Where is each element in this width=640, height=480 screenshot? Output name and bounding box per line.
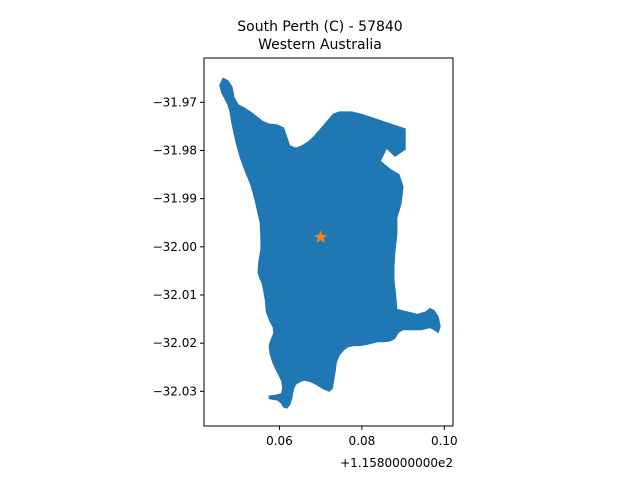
y-tick-label: −31.97	[153, 95, 197, 109]
x-axis-offset-label: +1.1580000000e2	[340, 456, 453, 470]
y-tick-label: −31.99	[153, 192, 197, 206]
x-tick-label: 0.06	[266, 434, 293, 448]
y-tick-label: −32.00	[153, 240, 197, 254]
region-polygon	[219, 77, 441, 409]
title-line-2: Western Australia	[258, 37, 382, 53]
axes-frame	[203, 57, 454, 427]
y-tick-label: −32.01	[153, 288, 197, 302]
plot-area	[219, 77, 441, 409]
chart-title: South Perth (C) - 57840 Western Australi…	[237, 19, 402, 53]
y-tick-label: −31.98	[153, 143, 197, 157]
x-tick-label: 0.08	[349, 434, 376, 448]
x-axis: 0.06 0.08 0.10	[266, 426, 458, 448]
y-tick-label: −32.03	[153, 384, 197, 398]
y-axis: −31.97 −31.98 −31.99 −32.00 −32.01 −32.02 −32.…	[153, 95, 204, 398]
x-tick-label: 0.10	[431, 434, 458, 448]
centroid-star-marker	[314, 230, 328, 243]
title-line-1: South Perth (C) - 57840	[237, 19, 402, 35]
y-tick-label: −32.02	[153, 336, 197, 350]
